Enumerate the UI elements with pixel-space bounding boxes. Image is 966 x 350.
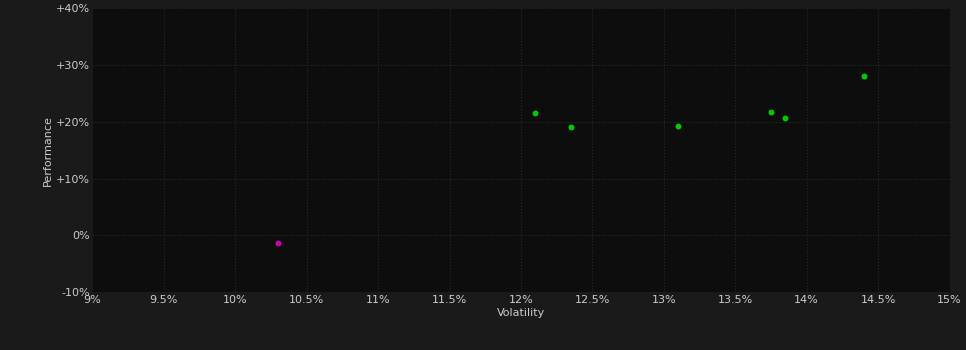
Point [527,111,543,116]
Point [270,240,286,246]
Point [670,123,686,128]
Point [563,125,579,130]
Point [778,115,793,121]
Point [763,109,779,114]
Point [856,74,871,79]
Y-axis label: Performance: Performance [43,115,53,186]
X-axis label: Volatility: Volatility [497,308,545,318]
